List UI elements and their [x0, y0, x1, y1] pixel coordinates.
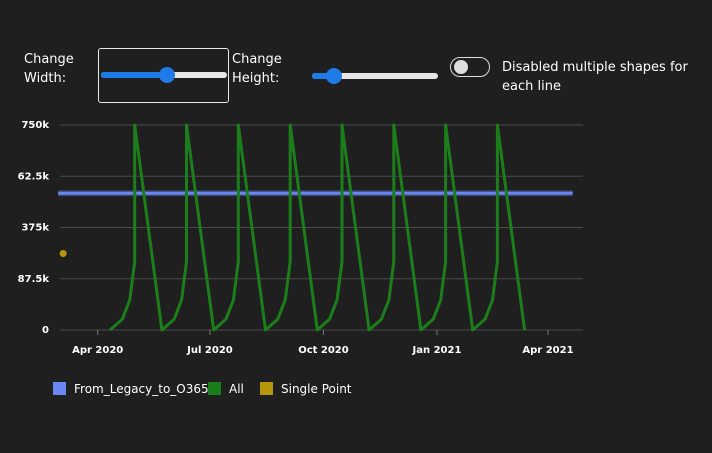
y-tick-label: 0 — [42, 325, 49, 336]
y-tick-label: 375k — [21, 223, 49, 234]
slider-fill — [101, 72, 167, 78]
legend-label: Single Point — [281, 382, 352, 396]
slider-fill — [312, 73, 338, 79]
legend-swatch — [208, 382, 221, 395]
y-tick-label: 87.5k — [18, 274, 50, 285]
width-slider-box[interactable] — [98, 48, 229, 103]
x-tick-label: Jan 2021 — [412, 345, 462, 356]
point — [59, 249, 67, 257]
legend-label: From_Legacy_to_O365 — [74, 382, 209, 396]
slider-thumb[interactable] — [159, 67, 175, 83]
legend-label: All — [229, 382, 244, 396]
line — [109, 123, 527, 332]
y-tick-label: 750k — [21, 120, 49, 131]
x-tick-label: Apr 2021 — [522, 345, 573, 356]
y-tick-label: 62.5k — [18, 171, 50, 182]
x-tick-label: Jul 2020 — [186, 345, 233, 356]
legend-swatch — [260, 382, 273, 395]
toggle[interactable] — [450, 57, 490, 77]
toggle-knob — [454, 60, 468, 74]
slider-track — [312, 73, 438, 79]
width-label: Change Width: — [24, 52, 74, 86]
toggle-label: Disabled multiple shapes for each line — [502, 60, 688, 94]
x-tick-label: Apr 2020 — [72, 345, 123, 356]
slider-thumb[interactable] — [326, 68, 342, 84]
height-slider[interactable] — [312, 65, 438, 87]
x-tick-label: Oct 2020 — [298, 345, 349, 356]
height-label: Change Height: — [232, 52, 282, 86]
width-slider[interactable] — [101, 64, 227, 86]
legend-swatch — [53, 382, 66, 395]
